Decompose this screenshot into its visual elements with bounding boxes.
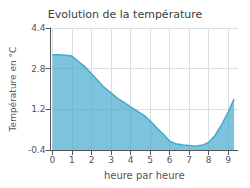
svg-text:0: 0 bbox=[50, 155, 56, 165]
svg-text:Température en °C: Température en °C bbox=[8, 47, 18, 133]
svg-text:2: 2 bbox=[89, 155, 95, 165]
svg-text:heure par heure: heure par heure bbox=[104, 170, 185, 181]
svg-text:1.2: 1.2 bbox=[31, 104, 45, 114]
svg-text:7: 7 bbox=[186, 155, 192, 165]
svg-text:1: 1 bbox=[69, 155, 75, 165]
svg-text:2.8: 2.8 bbox=[31, 64, 46, 74]
svg-text:3: 3 bbox=[108, 155, 114, 165]
svg-text:Evolution de la température: Evolution de la température bbox=[48, 8, 203, 21]
svg-text:9: 9 bbox=[225, 155, 231, 165]
svg-text:5: 5 bbox=[147, 155, 153, 165]
svg-text:4: 4 bbox=[128, 155, 134, 165]
svg-text:8: 8 bbox=[206, 155, 212, 165]
svg-text:-0.4: -0.4 bbox=[28, 145, 46, 155]
svg-text:4.4: 4.4 bbox=[31, 23, 46, 33]
svg-text:6: 6 bbox=[167, 155, 173, 165]
